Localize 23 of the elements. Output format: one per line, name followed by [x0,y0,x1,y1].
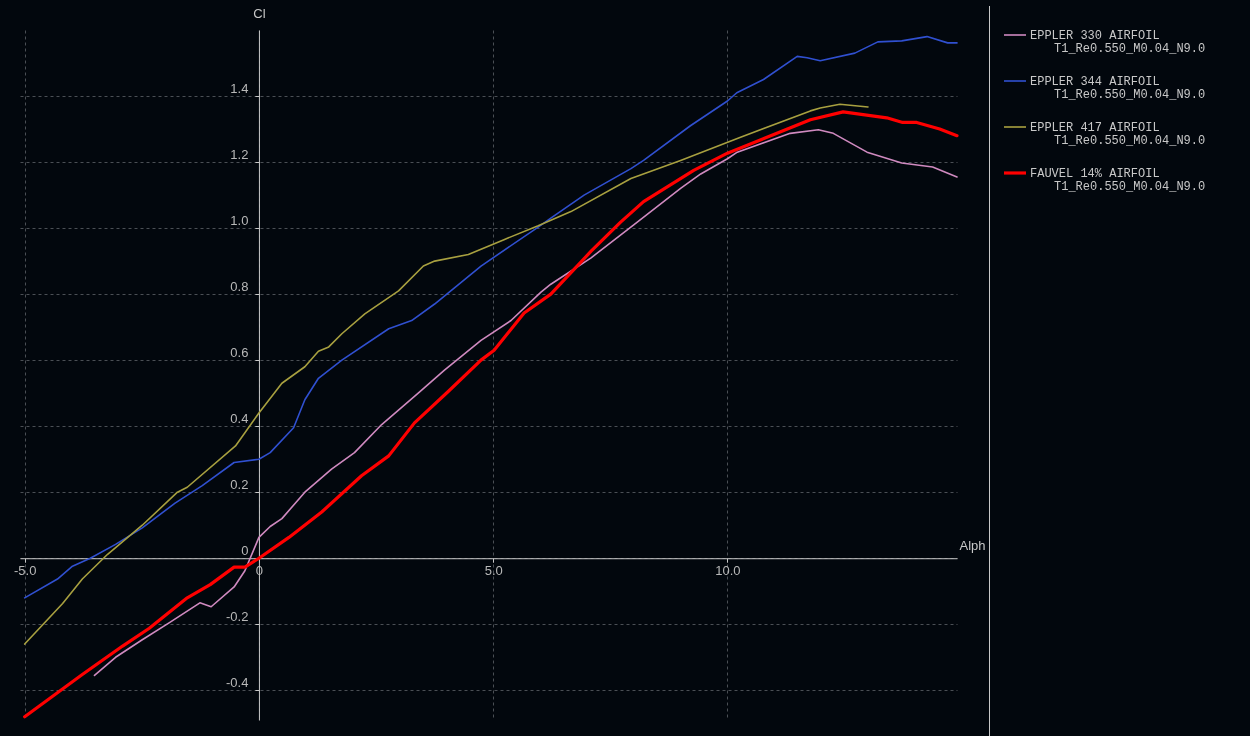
legend-label: EPPLER 330 AIRFOIL [1030,29,1160,43]
legend-label: EPPLER 344 AIRFOIL [1030,75,1160,89]
legend-label: FAUVEL 14% AIRFOIL [1030,167,1160,181]
y-tick-label: -0.2 [226,608,249,624]
y-tick-label: -0.4 [226,674,249,690]
y-tick-label: 0 [241,542,249,558]
text: T1_Re0.550_M0.04_N9.0 [1054,180,1206,194]
x-axis-title: Alph [959,537,986,553]
y-tick-label: 0.4 [230,410,249,426]
text: T1_Re0.550_M0.04_N9.0 [1054,134,1206,148]
y-tick-label: 1.2 [230,146,249,162]
y-tick-label: 0.2 [230,476,249,492]
y-tick-label: 1.0 [230,212,249,228]
text: T1_Re0.550_M0.04_N9.0 [1054,88,1206,102]
x-tick-label: -5.0 [13,562,37,578]
x-tick-label: 10.0 [715,562,741,578]
y-axis-title: Cl [253,5,266,21]
text: T1_Re0.550_M0.04_N9.0 [1054,42,1206,56]
legend-label: EPPLER 417 AIRFOIL [1030,121,1160,135]
y-tick-label: 0.6 [230,344,249,360]
x-tick-label: 5.0 [484,562,503,578]
y-tick-label: 1.4 [230,80,249,96]
y-tick-label: 0.8 [230,278,249,294]
